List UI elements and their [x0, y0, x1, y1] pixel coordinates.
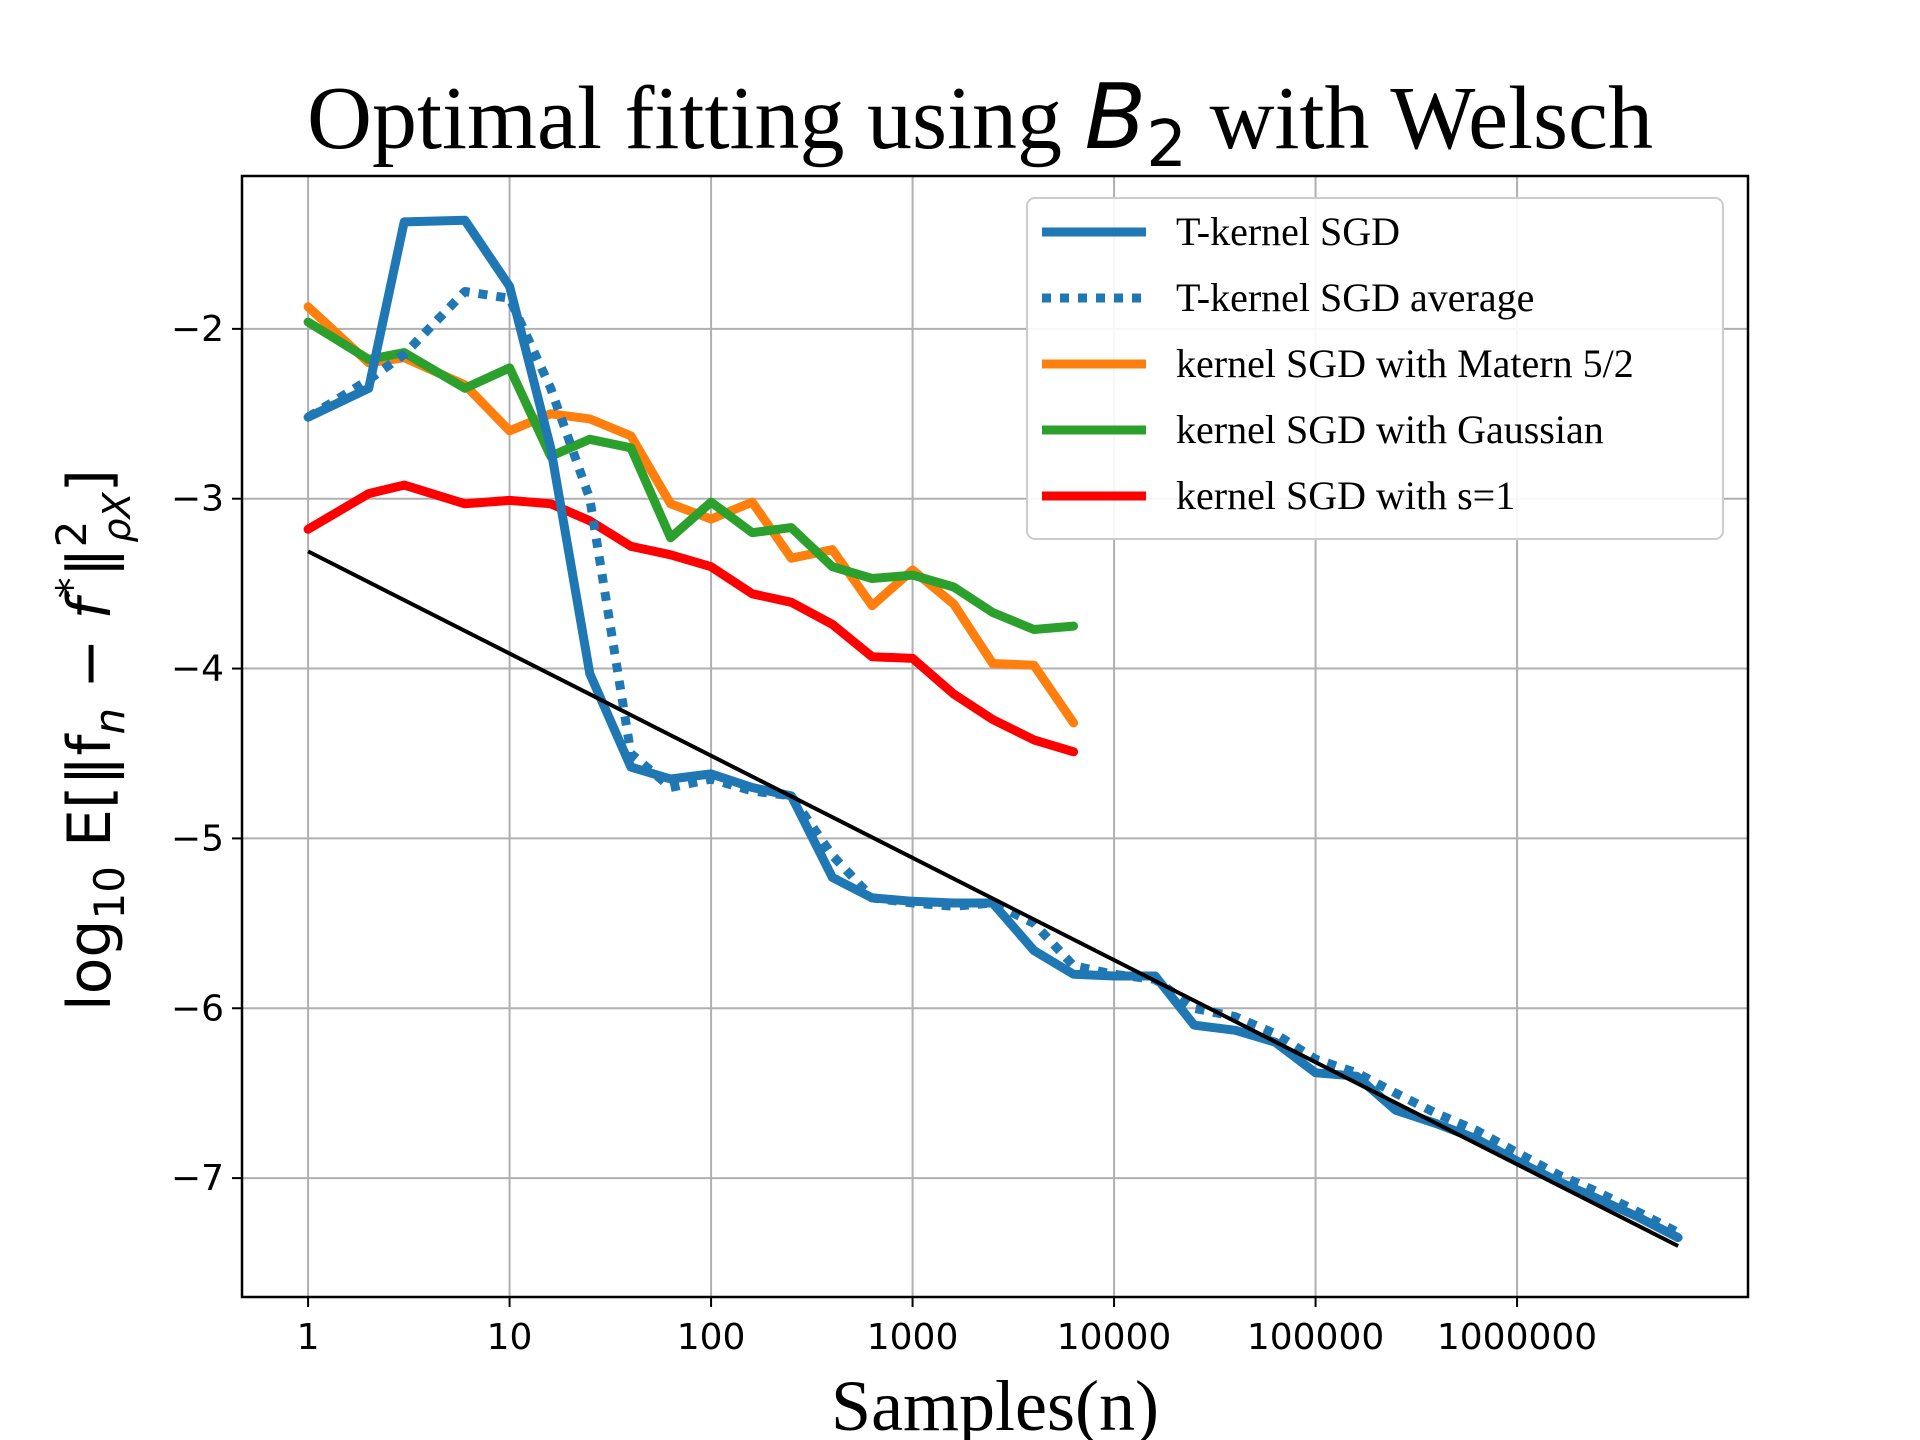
series-line-reference — [307, 549, 1680, 1248]
y-axis-label: log10 E[‖fn − f*‖2ρX] — [47, 469, 139, 1011]
legend-items: T-kernel SGD T-kernel SGD average kernel S… — [1042, 209, 1634, 518]
x-tick-label-100000: 100000 — [1247, 1317, 1384, 1358]
y-label-bracket-close: ] — [55, 469, 125, 492]
y-tick-label--4: −4 — [171, 649, 224, 690]
y-label-minus-f: − f — [55, 590, 125, 688]
plot-area: 1 10 100 1000 10000 100000 1000000 −7−6−5−4−3−… — [171, 174, 1750, 1358]
chart-title-math: B — [1084, 65, 1146, 170]
y-label-log: log — [55, 920, 125, 1011]
y-label-norm-close: ‖ — [55, 547, 125, 577]
series-layer — [303, 215, 1683, 1248]
x-tick-label-100: 100 — [677, 1317, 746, 1358]
legend-label-4: kernel SGD with Gaussian — [1176, 407, 1604, 452]
y-tick-label--6: −6 — [171, 988, 224, 1029]
y-tick-label--3: −3 — [171, 479, 224, 520]
x-tick-label-1000: 1000 — [867, 1317, 959, 1358]
chart-title-math-subscript: 2 — [1146, 108, 1187, 182]
y-tick-label--2: −2 — [171, 309, 224, 350]
y-label-expectation: E[‖f — [55, 733, 125, 847]
y-label-star: * — [47, 577, 96, 598]
y-axis-ticks: −7 −6 −5 −4 −3 −2 — [171, 309, 242, 1199]
chart-title-suffix: with Welsch — [1209, 69, 1653, 168]
x-gridlines — [307, 176, 1519, 1297]
y-tick-label--7: −7 — [171, 1158, 224, 1199]
legend-label-2: T-kernel SGD average — [1176, 275, 1534, 320]
axes-frame — [240, 174, 1750, 1299]
x-tick-label-10: 10 — [487, 1317, 533, 1358]
x-tick-label-10000: 10000 — [1057, 1317, 1172, 1358]
legend-label-1: T-kernel SGD — [1176, 209, 1400, 254]
legend-box — [1026, 197, 1724, 540]
y-label-log-base: 10 — [85, 866, 134, 919]
x-axis-label: Samples(n) — [831, 1366, 1159, 1440]
legend-label-5: kernel SGD with s=1 — [1176, 473, 1515, 518]
series-line-t-kernel-sgd — [303, 215, 1683, 1243]
series-line-kernel-sgd-with-gaussian — [303, 317, 1079, 634]
series-line-t-kernel-sgd-average — [305, 287, 1681, 1237]
series-line-kernel-sgd-with-s-1 — [303, 480, 1079, 757]
y-label-square: 2 — [47, 521, 96, 548]
legend: T-kernel SGD T-kernel SGD average kernel S… — [1026, 197, 1724, 540]
y-label-rho-x: ρX — [95, 491, 139, 542]
x-tick-label-1: 1 — [297, 1317, 320, 1358]
legend-label-3: kernel SGD with Matern 5/2 — [1176, 341, 1634, 386]
chart-title-main: Optimal fitting using — [307, 69, 1062, 168]
chart-title: Optimal fitting using B2 with Welsch — [307, 65, 1653, 182]
x-axis-ticks: 1 10 100 1000 10000 100000 1000000 — [297, 1297, 1597, 1358]
y-label-n-subscript: n — [85, 708, 134, 735]
y-tick-label--5: −5 — [171, 818, 224, 859]
x-tick-label-1000000: 1000000 — [1437, 1317, 1597, 1358]
